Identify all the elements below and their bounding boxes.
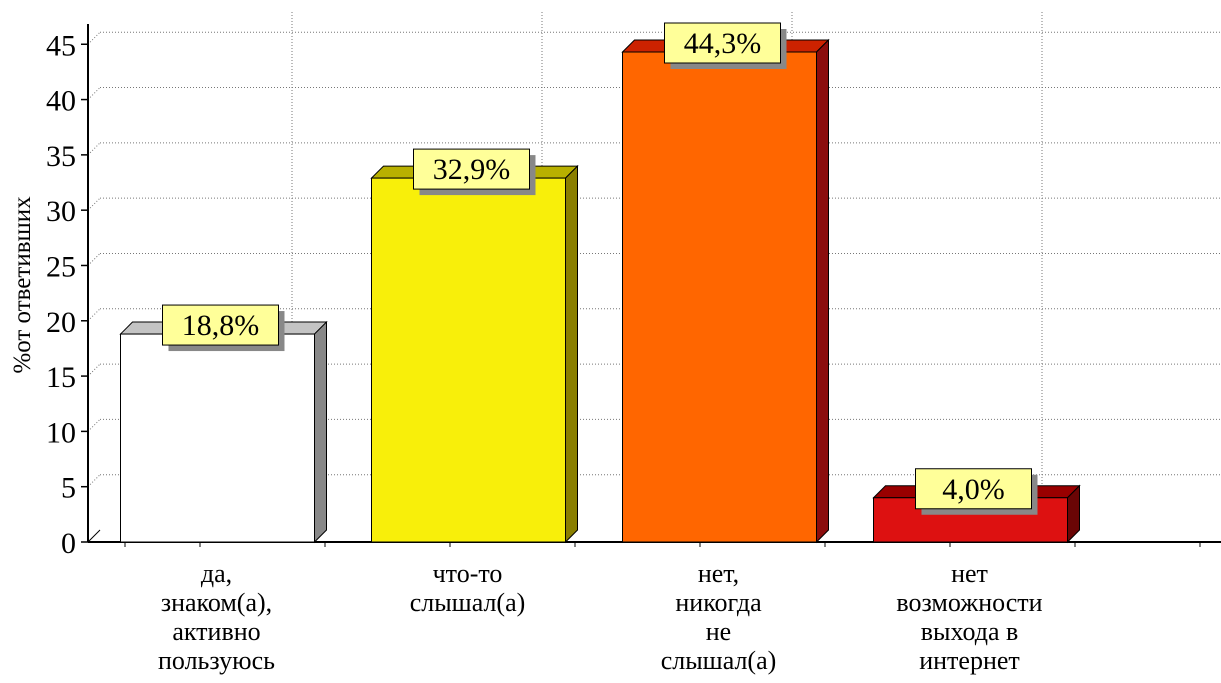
category-label: нет возможности выхода в интернет [896, 559, 1042, 675]
data-label-box [162, 304, 279, 346]
x-axis-depth [87, 529, 101, 543]
grid-line-depth [87, 197, 101, 211]
category-label-line: нет, [698, 559, 739, 588]
grid-line-depth [87, 253, 101, 266]
category-label-line: нет [951, 559, 988, 588]
category-label-line: что-то [433, 559, 503, 588]
grid-line-depth [87, 87, 101, 100]
category-label-line: никогда [675, 588, 762, 617]
grid-line-depth [87, 31, 101, 45]
category-label-line: активно [172, 617, 260, 646]
y-tick-label: 20 [46, 306, 76, 339]
data-label: 18,8% [182, 309, 260, 342]
y-tick-label: 25 [46, 250, 76, 283]
data-label-box [413, 148, 530, 190]
y-tick-label: 35 [46, 140, 76, 173]
category-label-line: не [706, 617, 731, 646]
grid-line-depth [87, 474, 101, 488]
data-label-box [664, 22, 781, 64]
bar-side [816, 38, 829, 544]
y-tick-label: 0 [61, 527, 76, 560]
bar [622, 51, 817, 543]
category-label-line: пользуюсь [158, 646, 275, 675]
bar-side [314, 320, 327, 544]
grid-line-depth [87, 142, 101, 156]
category-label: нет, никогда не слышал(а) [661, 559, 777, 675]
y-tick-label: 5 [61, 472, 76, 505]
data-label: 44,3% [684, 27, 762, 60]
category-label-line: знаком(а), [161, 588, 272, 617]
category-label-line: да, [201, 559, 232, 588]
data-label: 32,9% [433, 153, 511, 186]
category-label-line: слышал(а) [661, 646, 777, 675]
bar [120, 333, 315, 543]
category-label-line: выхода в [921, 617, 1019, 646]
bar-side [565, 164, 578, 544]
bar [371, 177, 566, 543]
y-tick-label: 40 [46, 85, 76, 118]
grid-line-depth [87, 419, 101, 432]
y-tick-label: 10 [46, 416, 76, 449]
y-tick-label: 45 [46, 29, 76, 62]
data-label: 4,0% [942, 473, 1005, 506]
grid-line-depth [87, 363, 101, 377]
category-label: да, знаком(а), активно пользуюсь [158, 559, 275, 675]
data-label-box [915, 468, 1032, 510]
category-label-line: интернет [919, 646, 1020, 675]
y-tick-label: 15 [46, 361, 76, 394]
category-label: что-то слышал(а) [410, 559, 526, 617]
grid-line-depth [87, 308, 101, 322]
category-label-line: возможности [896, 588, 1042, 617]
y-axis-label: %от ответивших [9, 196, 36, 374]
y-tick-label: 30 [46, 195, 76, 228]
category-label-line: слышал(а) [410, 588, 526, 617]
